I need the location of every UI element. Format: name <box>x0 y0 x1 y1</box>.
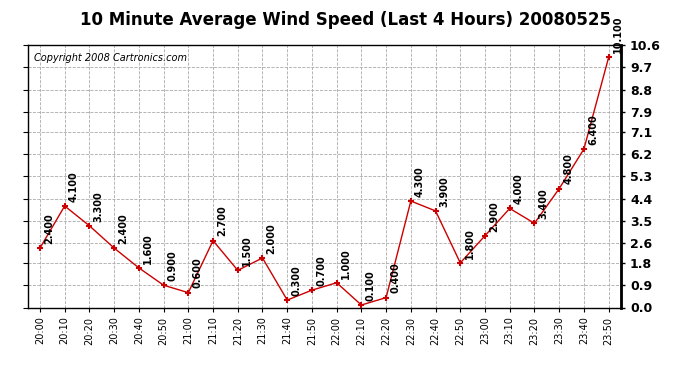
Text: 3.400: 3.400 <box>539 188 549 219</box>
Text: 2.900: 2.900 <box>489 201 499 231</box>
Text: 0.600: 0.600 <box>193 258 202 288</box>
Text: 0.700: 0.700 <box>316 255 326 286</box>
Text: 0.900: 0.900 <box>168 250 178 281</box>
Text: 4.100: 4.100 <box>69 171 79 202</box>
Text: 2.000: 2.000 <box>266 223 277 254</box>
Text: 2.400: 2.400 <box>118 213 128 244</box>
Text: 1.500: 1.500 <box>242 236 252 266</box>
Text: 4.300: 4.300 <box>415 166 425 197</box>
Text: 0.400: 0.400 <box>391 262 400 293</box>
Text: 2.400: 2.400 <box>44 213 54 244</box>
Text: 3.300: 3.300 <box>94 191 104 222</box>
Text: 4.000: 4.000 <box>514 174 524 204</box>
Text: Copyright 2008 Cartronics.com: Copyright 2008 Cartronics.com <box>34 53 186 63</box>
Text: 3.900: 3.900 <box>440 176 450 207</box>
Text: 0.300: 0.300 <box>291 265 302 296</box>
Text: 1.800: 1.800 <box>464 228 475 259</box>
Text: 1.000: 1.000 <box>341 248 351 279</box>
Text: 0.100: 0.100 <box>366 270 375 301</box>
Text: 10.100: 10.100 <box>613 16 623 53</box>
Text: 2.700: 2.700 <box>217 206 227 237</box>
Text: 6.400: 6.400 <box>588 114 598 145</box>
Text: 10 Minute Average Wind Speed (Last 4 Hours) 20080525: 10 Minute Average Wind Speed (Last 4 Hou… <box>79 11 611 29</box>
Text: 1.600: 1.600 <box>143 233 153 264</box>
Text: 4.800: 4.800 <box>563 154 573 184</box>
